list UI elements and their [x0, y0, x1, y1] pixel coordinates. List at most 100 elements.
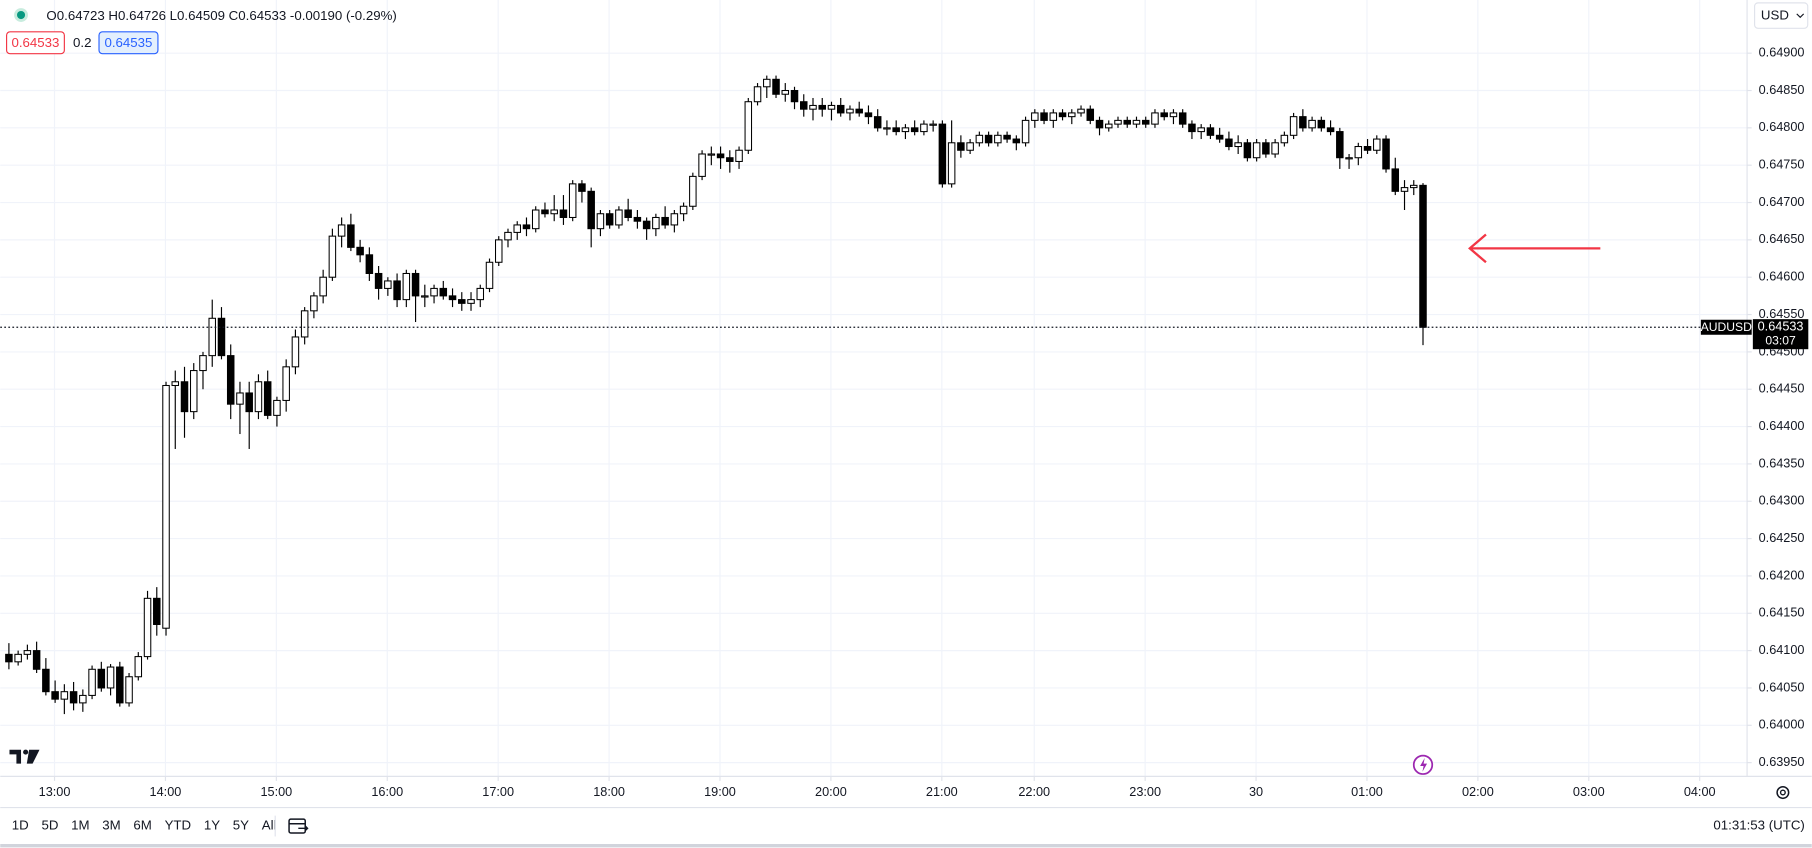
y-tick-label: 0.64200 — [1759, 568, 1805, 582]
candle-body — [402, 272, 411, 301]
candle-body — [707, 153, 716, 156]
candle-body — [347, 224, 355, 248]
annotation-arrow — [1468, 233, 1601, 264]
low-value: 0.64509 — [177, 8, 225, 23]
range-button[interactable]: 1D — [12, 818, 29, 833]
candle-body — [1289, 116, 1298, 136]
candle-body — [143, 597, 152, 658]
candle-body — [763, 78, 771, 88]
candle-body — [726, 157, 734, 162]
candle-body — [494, 239, 503, 263]
candle-body — [531, 209, 540, 230]
range-button[interactable]: All — [262, 818, 277, 833]
y-tick-label: 0.64350 — [1759, 456, 1805, 470]
candle-body — [938, 123, 947, 185]
x-tick-label: 15:00 — [260, 785, 292, 799]
candle-body — [1151, 112, 1159, 125]
candle-body — [1345, 157, 1353, 160]
x-tick-label: 14:00 — [150, 785, 182, 799]
candle-body — [236, 392, 244, 405]
candle-body — [716, 153, 725, 159]
clock[interactable]: 01:31:53 (UTC) — [1713, 818, 1804, 833]
candle-body — [60, 691, 69, 700]
y-tick-label: 0.63950 — [1759, 755, 1805, 769]
candle-body — [1419, 184, 1427, 328]
candle-body — [587, 190, 595, 230]
candle-body — [23, 650, 32, 655]
x-tick-label: 21:00 — [926, 785, 958, 799]
candle-body — [217, 317, 226, 357]
candle-body — [245, 392, 253, 413]
currency[interactable]: USD — [1761, 8, 1789, 23]
candle-body — [1326, 127, 1335, 133]
candle-body — [772, 78, 780, 95]
candle-body — [1373, 138, 1381, 151]
candle-body — [1400, 187, 1409, 192]
candle-body — [910, 127, 919, 133]
candle-body — [1105, 123, 1113, 129]
candle-body — [1299, 116, 1307, 129]
candle-body — [69, 691, 78, 704]
sell-price[interactable]: 0.64533 — [11, 35, 59, 50]
candle-body — [1188, 123, 1196, 133]
y-tick-label: 0.64050 — [1759, 680, 1805, 694]
candle-body — [504, 231, 512, 241]
currency-button[interactable] — [1754, 2, 1809, 29]
range-button[interactable]: 3M — [102, 818, 120, 833]
buy-button[interactable] — [98, 31, 159, 55]
candle-body — [1012, 138, 1021, 144]
range-button[interactable]: 1Y — [204, 818, 220, 833]
y-tick-label: 0.64700 — [1759, 195, 1805, 209]
candle-body — [883, 127, 891, 130]
candle-body — [929, 123, 937, 126]
settings-icon[interactable] — [1776, 786, 1790, 800]
candle-body — [559, 209, 568, 218]
currency-caret[interactable] — [1796, 13, 1805, 19]
candle-body — [1178, 112, 1187, 125]
candle-body — [744, 101, 753, 151]
candle-body — [1197, 127, 1205, 133]
candle-body — [1058, 112, 1067, 118]
candle-body — [79, 694, 87, 704]
candle-body — [226, 355, 235, 405]
candle-body — [300, 310, 309, 338]
candle-body — [467, 299, 475, 304]
candle-body — [800, 101, 808, 110]
candle-body — [393, 280, 401, 301]
candle-body — [439, 287, 448, 297]
event-icon[interactable] — [1412, 754, 1434, 775]
x-tick-label: 22:00 — [1018, 785, 1050, 799]
y-tick-label: 0.64850 — [1759, 83, 1805, 97]
candle-body — [957, 142, 965, 151]
candle-body — [753, 86, 762, 103]
price-tag: AUDUSD 0.64533 03:07 — [1701, 319, 1809, 350]
change-value: -0.00190 (-0.29%) — [290, 8, 397, 23]
candle-body — [1308, 119, 1316, 129]
buy-price[interactable]: 0.64535 — [104, 35, 152, 50]
range-button[interactable]: 6M — [133, 818, 151, 833]
candle-body — [550, 209, 558, 215]
candle-body — [1234, 142, 1242, 148]
candle-body — [873, 116, 882, 129]
candle-body — [51, 691, 59, 700]
candle-body — [1021, 119, 1030, 144]
date-range-icon[interactable] — [288, 818, 309, 834]
y-tick-label: 0.64150 — [1759, 606, 1805, 620]
range-button[interactable]: 5Y — [233, 818, 249, 833]
candle-body — [522, 224, 531, 230]
range-button[interactable]: YTD — [165, 818, 192, 833]
candle-body — [790, 89, 799, 103]
y-tick-label: 0.64400 — [1759, 419, 1805, 433]
candle-body — [273, 399, 281, 416]
candle-body — [14, 653, 22, 663]
range-button[interactable]: 5D — [41, 818, 58, 833]
symbol-tag: AUDUSD — [1701, 320, 1752, 334]
spread: 0.2 — [73, 35, 91, 50]
candle-body — [1095, 119, 1104, 129]
candle-body — [615, 209, 623, 226]
range-button[interactable]: 1M — [71, 818, 89, 833]
sell-button[interactable] — [6, 31, 65, 55]
candle-body — [1160, 112, 1168, 118]
candle-body — [1317, 119, 1326, 129]
candle-body — [513, 224, 521, 233]
